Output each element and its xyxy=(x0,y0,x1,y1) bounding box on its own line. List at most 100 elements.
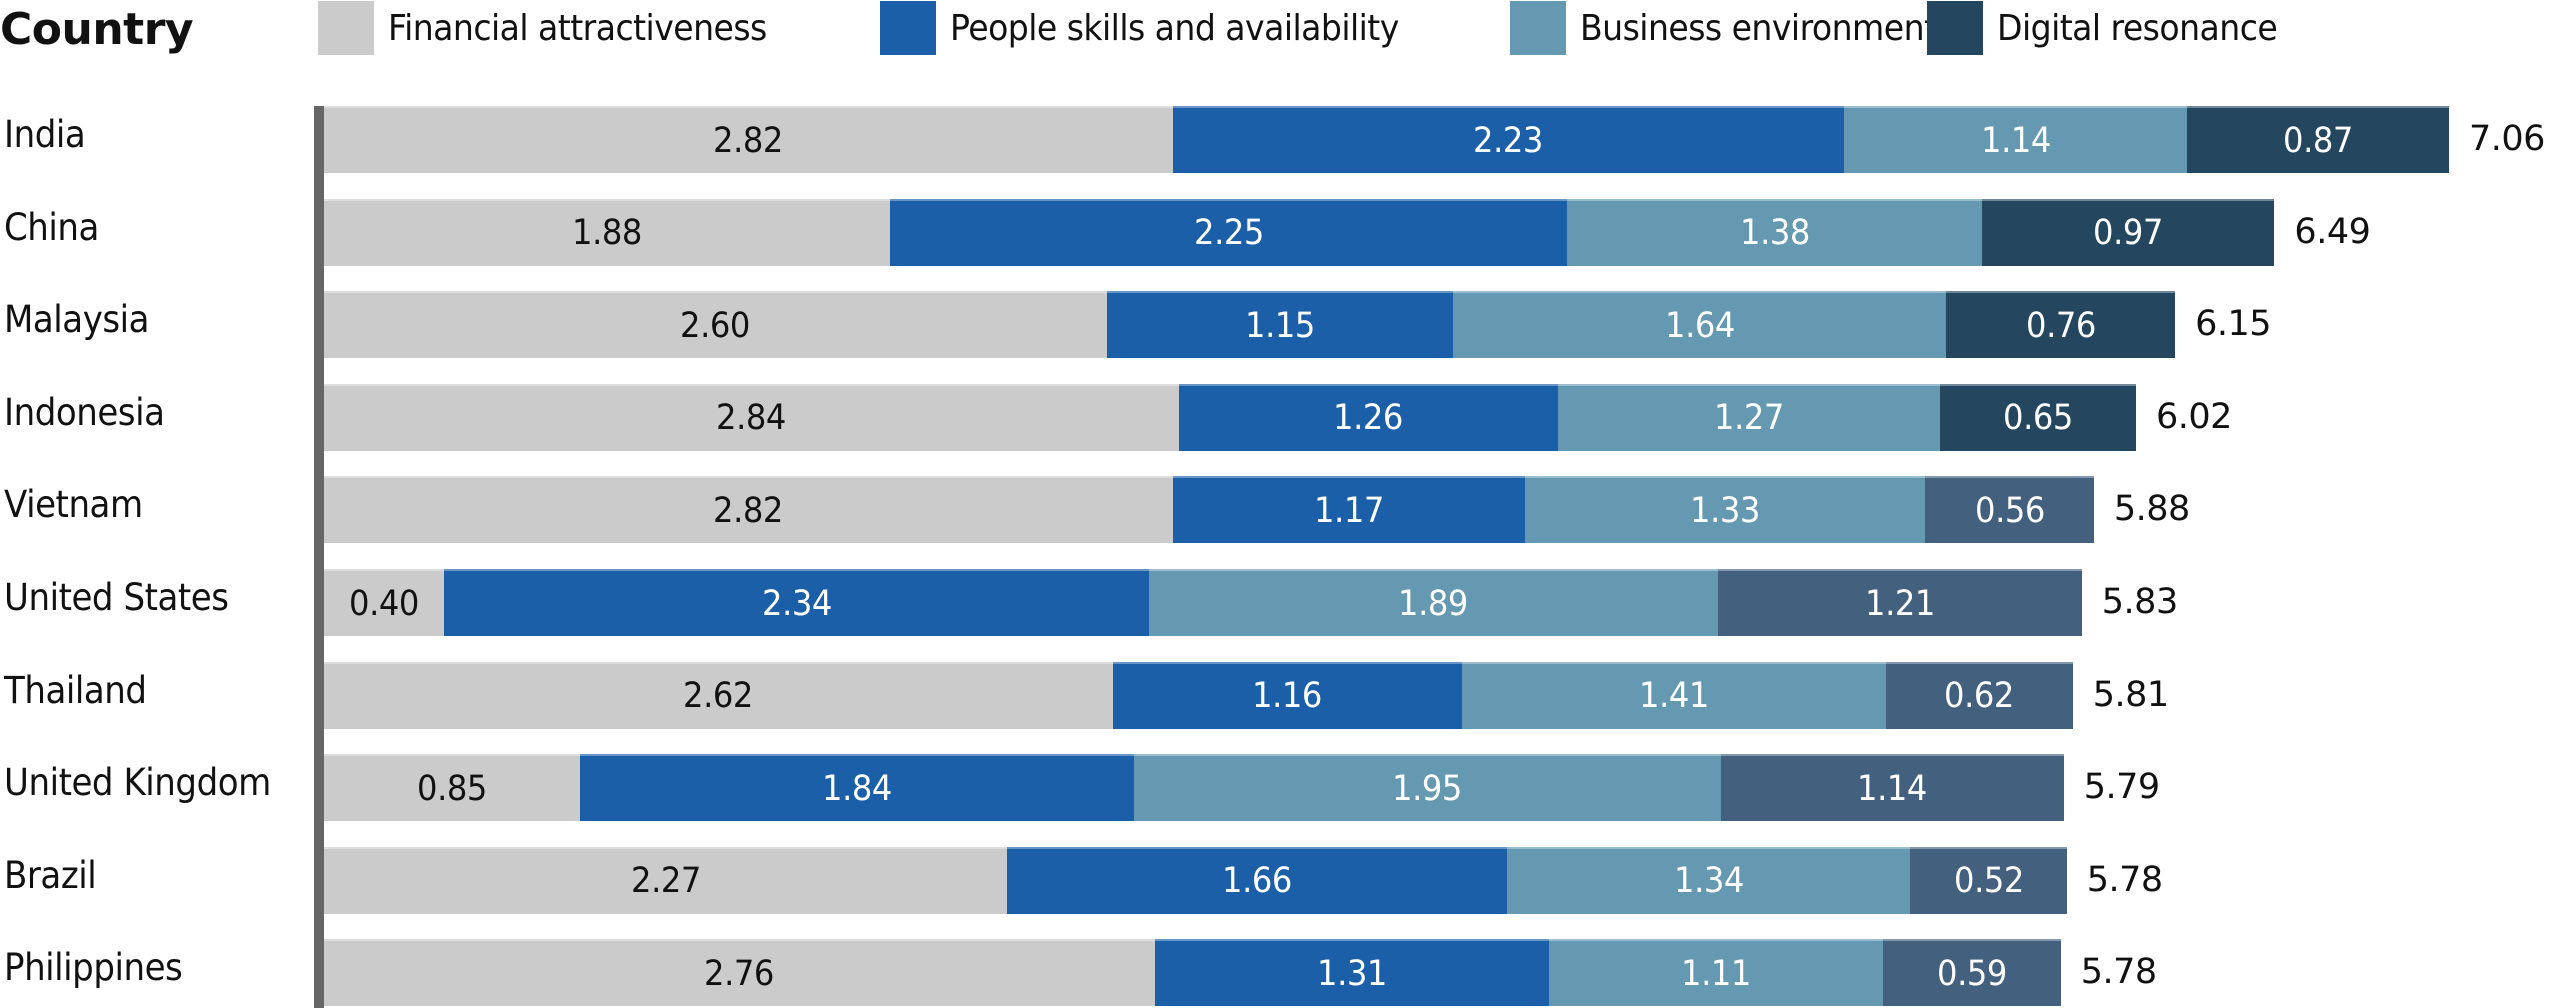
data-label: 1.88 xyxy=(571,213,642,254)
total-label: 7.06 xyxy=(2469,119,2545,159)
bar-segment-financial-attractiveness: 2.82 xyxy=(324,476,1173,544)
bar-segment-financial-attractiveness: 2.60 xyxy=(324,291,1107,359)
data-label: 2.23 xyxy=(1473,120,1544,161)
data-label: 1.14 xyxy=(1857,768,1928,809)
bar-segment-people-skills-and-availability: 2.23 xyxy=(1172,106,1844,173)
category-label: United States xyxy=(4,576,229,619)
category-label: Thailand xyxy=(4,668,147,712)
category-label: India xyxy=(4,113,86,156)
bar-row-china: China 1.88 2.25 1.38 0.97 6.49 xyxy=(0,198,2560,266)
bar-segment-financial-attractiveness: 2.62 xyxy=(324,661,1113,729)
data-label: 2.34 xyxy=(761,583,832,624)
bar-segment-financial-attractiveness: 2.84 xyxy=(324,383,1179,451)
data-label: 1.26 xyxy=(1333,398,1404,439)
bar-segment-digital-resonance: 0.56 xyxy=(1925,476,2094,544)
category-label: Vietnam xyxy=(4,483,143,527)
legend-item-financial-attractiveness: Financial attractiveness xyxy=(318,0,800,56)
bar-segment-digital-resonance: 0.62 xyxy=(1886,661,2073,729)
legend-swatch-people-skills-and-availability xyxy=(880,1,936,55)
bar-segment-financial-attractiveness: 0.85 xyxy=(324,754,580,822)
bar-row-thailand: Thailand 2.62 1.16 1.41 0.62 5.81 xyxy=(0,661,2560,729)
data-label: 0.87 xyxy=(2283,120,2353,161)
data-label: 1.21 xyxy=(1864,583,1935,624)
data-label: 0.85 xyxy=(416,768,487,809)
legend-swatch-digital-resonance xyxy=(1927,1,1983,55)
data-label: 1.64 xyxy=(1664,305,1735,346)
data-label: 1.27 xyxy=(1714,398,1785,439)
bar-segment-financial-attractiveness: 2.27 xyxy=(324,846,1008,914)
category-label: United Kingdom xyxy=(4,761,271,805)
bar-segment-financial-attractiveness: 2.76 xyxy=(324,939,1155,1007)
bar-segment-business-environment: 1.33 xyxy=(1524,476,1926,544)
data-label: 1.66 xyxy=(1222,861,1292,902)
bar-segment-digital-resonance: 0.76 xyxy=(1946,291,2176,359)
total-label: 5.81 xyxy=(2092,674,2169,715)
bar-segment-digital-resonance: 0.59 xyxy=(1883,939,2061,1007)
bar-row-malaysia: Malaysia 2.60 1.15 1.64 0.76 6.15 xyxy=(0,291,2560,359)
legend-item-business-environment: Business environment xyxy=(1510,0,1967,56)
data-label: 2.27 xyxy=(630,861,701,902)
data-label: 1.84 xyxy=(821,768,892,809)
total-label: 5.79 xyxy=(2083,767,2160,808)
legend-swatch-financial-attractiveness xyxy=(318,1,374,55)
data-label: 1.14 xyxy=(1980,120,2051,161)
data-label: 1.33 xyxy=(1690,490,1761,531)
bar-row-vietnam: Vietnam 2.82 1.17 1.33 0.56 5.88 xyxy=(0,476,2560,544)
bar-segment-business-environment: 1.89 xyxy=(1148,569,1718,636)
data-label: 0.40 xyxy=(349,583,420,624)
bar-row-brazil: Brazil 2.27 1.66 1.34 0.52 5.78 xyxy=(0,846,2560,914)
data-label: 0.76 xyxy=(2025,305,2096,346)
total-label: 6.02 xyxy=(2155,396,2232,437)
legend-label-business-environment: Business environment xyxy=(1580,7,1937,49)
total-label: 6.15 xyxy=(2195,304,2272,345)
bar-segment-people-skills-and-availability: 1.26 xyxy=(1178,383,1559,451)
bar-segment-people-skills-and-availability: 1.84 xyxy=(579,754,1134,822)
data-label: 0.59 xyxy=(1936,953,2007,994)
total-label: 5.83 xyxy=(2101,582,2178,622)
data-label: 2.25 xyxy=(1193,213,1264,254)
total-label: 6.49 xyxy=(2294,211,2371,252)
data-label: 2.82 xyxy=(713,120,784,161)
data-label: 1.34 xyxy=(1673,861,1744,902)
bar-segment-business-environment: 1.64 xyxy=(1452,291,1947,359)
bar-segment-people-skills-and-availability: 1.31 xyxy=(1154,939,1550,1007)
bar-segment-business-environment: 1.38 xyxy=(1567,198,1983,266)
data-label: 2.62 xyxy=(683,676,754,717)
data-label: 1.15 xyxy=(1244,305,1315,346)
bar-row-philippines: Philippines 2.76 1.31 1.11 0.59 5.78 xyxy=(0,939,2560,1007)
bar-segment-digital-resonance: 1.14 xyxy=(1720,754,2064,822)
data-label: 1.17 xyxy=(1313,490,1384,531)
total-label: 5.78 xyxy=(2080,952,2157,993)
data-label: 2.84 xyxy=(716,398,787,439)
data-label: 0.62 xyxy=(1944,676,2015,717)
bar-segment-digital-resonance: 0.65 xyxy=(1940,383,2136,451)
data-label: 0.97 xyxy=(2093,213,2164,254)
data-label: 1.31 xyxy=(1316,953,1387,994)
bar-segment-people-skills-and-availability: 2.25 xyxy=(889,198,1568,266)
data-label: 1.16 xyxy=(1252,676,1323,717)
bar-segment-financial-attractiveness: 0.40 xyxy=(324,569,445,636)
bar-segment-digital-resonance: 0.52 xyxy=(1910,846,2067,914)
data-label: 0.52 xyxy=(1953,861,2024,902)
bar-segment-business-environment: 1.41 xyxy=(1461,661,1887,729)
data-label: 0.56 xyxy=(1974,490,2045,531)
legend-label-people-skills-and-availability: People skills and availability xyxy=(950,7,1399,49)
legend-item-digital-resonance: Digital resonance xyxy=(1927,0,2302,56)
category-label: Brazil xyxy=(4,853,97,897)
total-label: 5.78 xyxy=(2086,859,2163,900)
bar-segment-financial-attractiveness: 1.88 xyxy=(324,198,890,266)
bar-segment-business-environment: 1.95 xyxy=(1133,754,1721,822)
bar-segment-business-environment: 1.11 xyxy=(1549,939,1884,1007)
category-label: Malaysia xyxy=(4,298,150,342)
legend-label-financial-attractiveness: Financial attractiveness xyxy=(388,7,767,49)
category-axis-line xyxy=(314,106,324,1008)
category-label: Indonesia xyxy=(4,390,165,434)
data-label: 2.60 xyxy=(680,305,751,346)
bar-segment-business-environment: 1.34 xyxy=(1506,846,1911,914)
legend-swatch-business-environment xyxy=(1510,1,1566,55)
bar-segment-people-skills-and-availability: 1.16 xyxy=(1112,661,1462,729)
bar-row-united-states: United States 0.40 2.34 1.89 1.21 5.83 xyxy=(0,569,2560,636)
legend-label-digital-resonance: Digital resonance xyxy=(1997,7,2278,49)
data-label: 2.76 xyxy=(704,953,775,994)
